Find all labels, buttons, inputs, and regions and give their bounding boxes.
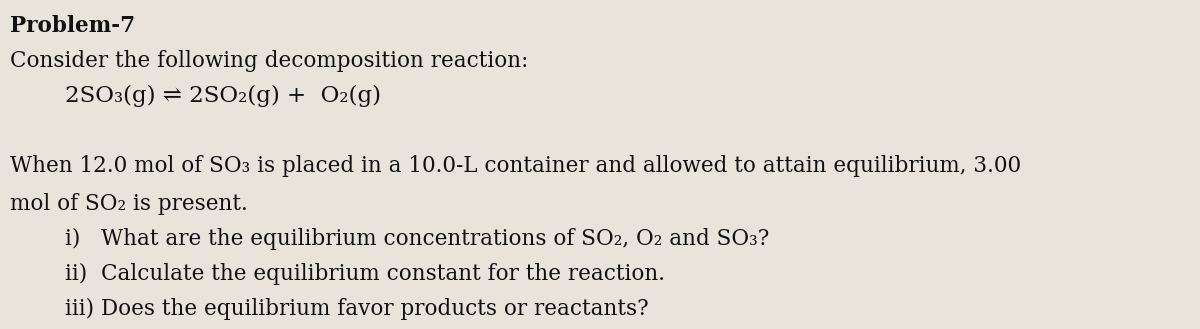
Text: ii)  Calculate the equilibrium constant for the reaction.: ii) Calculate the equilibrium constant f… bbox=[65, 263, 665, 285]
Text: Consider the following decomposition reaction:: Consider the following decomposition rea… bbox=[10, 50, 528, 72]
Text: i)   What are the equilibrium concentrations of SO₂, O₂ and SO₃?: i) What are the equilibrium concentratio… bbox=[65, 228, 769, 250]
Text: iii) Does the equilibrium favor products or reactants?: iii) Does the equilibrium favor products… bbox=[65, 298, 649, 320]
Text: When 12.0 mol of SO₃ is placed in a 10.0-L container and allowed to attain equil: When 12.0 mol of SO₃ is placed in a 10.0… bbox=[10, 155, 1021, 177]
Text: mol of SO₂ is present.: mol of SO₂ is present. bbox=[10, 193, 247, 215]
Text: Problem-7: Problem-7 bbox=[10, 15, 136, 37]
Text: 2SO₃(g) ⇌ 2SO₂(g) +  O₂(g): 2SO₃(g) ⇌ 2SO₂(g) + O₂(g) bbox=[65, 85, 382, 107]
